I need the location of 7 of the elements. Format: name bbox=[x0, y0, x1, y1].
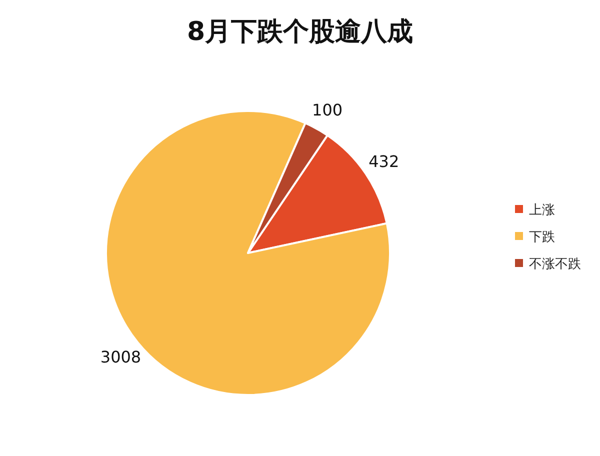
chart-title: 8月下跌个股逾八成 bbox=[186, 17, 414, 47]
data-label: 100 bbox=[312, 100, 343, 120]
legend-label: 不涨不跌 bbox=[529, 257, 581, 272]
data-label: 432 bbox=[368, 152, 400, 172]
legend-label: 上涨 bbox=[529, 203, 555, 218]
legend-label: 下跌 bbox=[529, 230, 555, 245]
data-label: 3008 bbox=[100, 347, 142, 366]
